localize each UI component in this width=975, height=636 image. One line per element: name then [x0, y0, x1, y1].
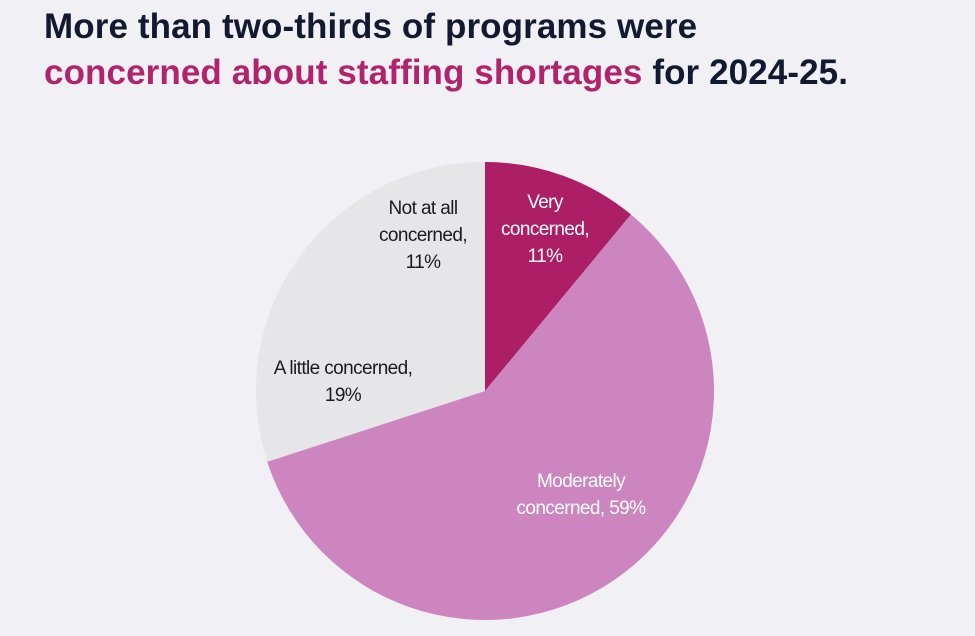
slice-label-very-concerned: Very concerned, 11% [501, 192, 589, 267]
slice-label-line: 11% [406, 252, 442, 273]
slice-a-little-concerned [256, 214, 485, 462]
slice-very-concerned [485, 162, 631, 391]
headline-line-1: More than two-thirds of programs were [44, 7, 698, 46]
pie-slices [256, 162, 715, 621]
slice-label-line: concerned, [379, 225, 467, 246]
slice-label-line: Moderately [537, 471, 626, 492]
slice-moderately-concerned [267, 214, 715, 621]
headline-highlight: concerned about staffing shortages [44, 53, 643, 92]
slice-label-moderately-concerned: Moderately concerned, 59% [517, 471, 647, 519]
slice-label-line: concerned, [501, 219, 589, 240]
slice-label-line: Not at all [389, 198, 458, 219]
slice-label-not-at-all-concerned: Not at all concerned, 11% [379, 198, 467, 273]
slice-label-line: A little concerned, [274, 358, 413, 379]
pie-labels: Very concerned, 11% Moderately concerned, 59… [274, 192, 647, 519]
headline-line-2-rest: for 2024-25. [642, 53, 849, 92]
slice-label-line: concerned, 59% [517, 498, 647, 519]
slice-label-line: 11% [528, 246, 564, 267]
slice-label-line: 19% [325, 385, 362, 406]
slice-label-a-little-concerned: A little concerned, 19% [274, 358, 413, 406]
slice-label-line: Very [527, 192, 564, 213]
headline: More than two-thirds of programs were co… [44, 4, 848, 96]
slice-not-at-all-concerned [339, 162, 485, 391]
